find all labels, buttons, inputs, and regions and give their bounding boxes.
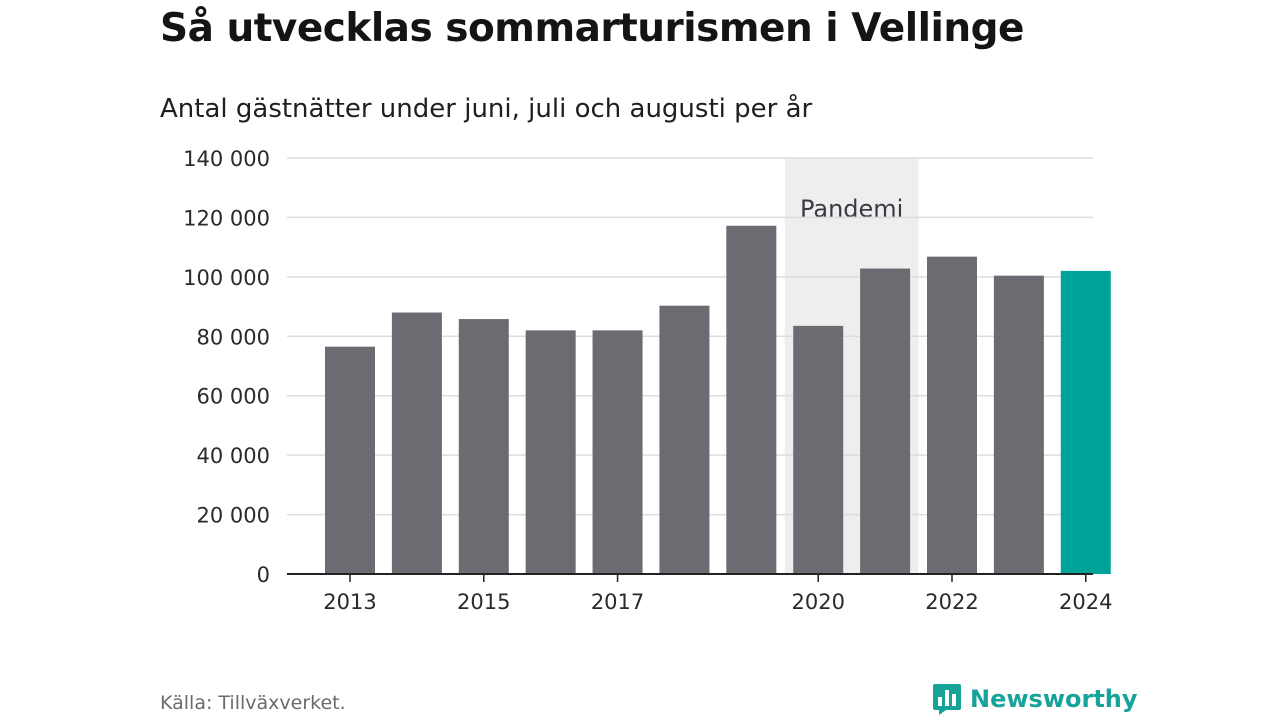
y-tick-label: 120 000 (183, 206, 270, 230)
chart-title: Så utvecklas sommarturismen i Vellinge (160, 6, 1024, 51)
bar-2020 (793, 325, 844, 574)
x-tick-label: 2022 (925, 590, 978, 614)
x-tick-label: 2024 (1059, 590, 1112, 614)
x-tick-label: 2017 (591, 590, 644, 614)
x-tick-label: 2020 (791, 590, 844, 614)
y-tick-label: 100 000 (183, 266, 270, 290)
bar-2016 (525, 330, 576, 574)
bar-2014 (391, 312, 442, 574)
bar-2024 (1060, 270, 1111, 574)
bar-2021 (860, 268, 911, 574)
y-tick-label: 80 000 (197, 325, 270, 349)
bar-2023 (993, 275, 1044, 574)
bar-chart: Pandemi 0 20 000 40 000 60 000 80 000 100 000 1… (183, 147, 1112, 614)
bar-2013 (325, 346, 375, 574)
bar-2015 (458, 319, 509, 574)
newsworthy-logo: Newsworthy (932, 682, 1138, 716)
newsworthy-logo-text: Newsworthy (970, 685, 1138, 713)
x-tick-label: 2013 (323, 590, 376, 614)
y-tick-label: 60 000 (197, 385, 270, 409)
y-tick-label: 40 000 (197, 444, 270, 468)
bar-2019 (726, 225, 777, 574)
newsworthy-logo-icon (933, 684, 961, 715)
source-note: Källa: Tillväxverket. (160, 692, 346, 714)
annotation-label: Pandemi (800, 195, 903, 223)
y-tick-label: 140 000 (183, 147, 270, 171)
bar-2022 (926, 256, 977, 574)
bar-2017 (592, 330, 643, 574)
chart-subtitle: Antal gästnätter under juni, juli och au… (160, 94, 813, 124)
x-tick-label: 2015 (457, 590, 510, 614)
y-tick-label: 0 (257, 563, 270, 587)
y-tick-label: 20 000 (197, 504, 270, 528)
bar-2018 (659, 305, 710, 574)
